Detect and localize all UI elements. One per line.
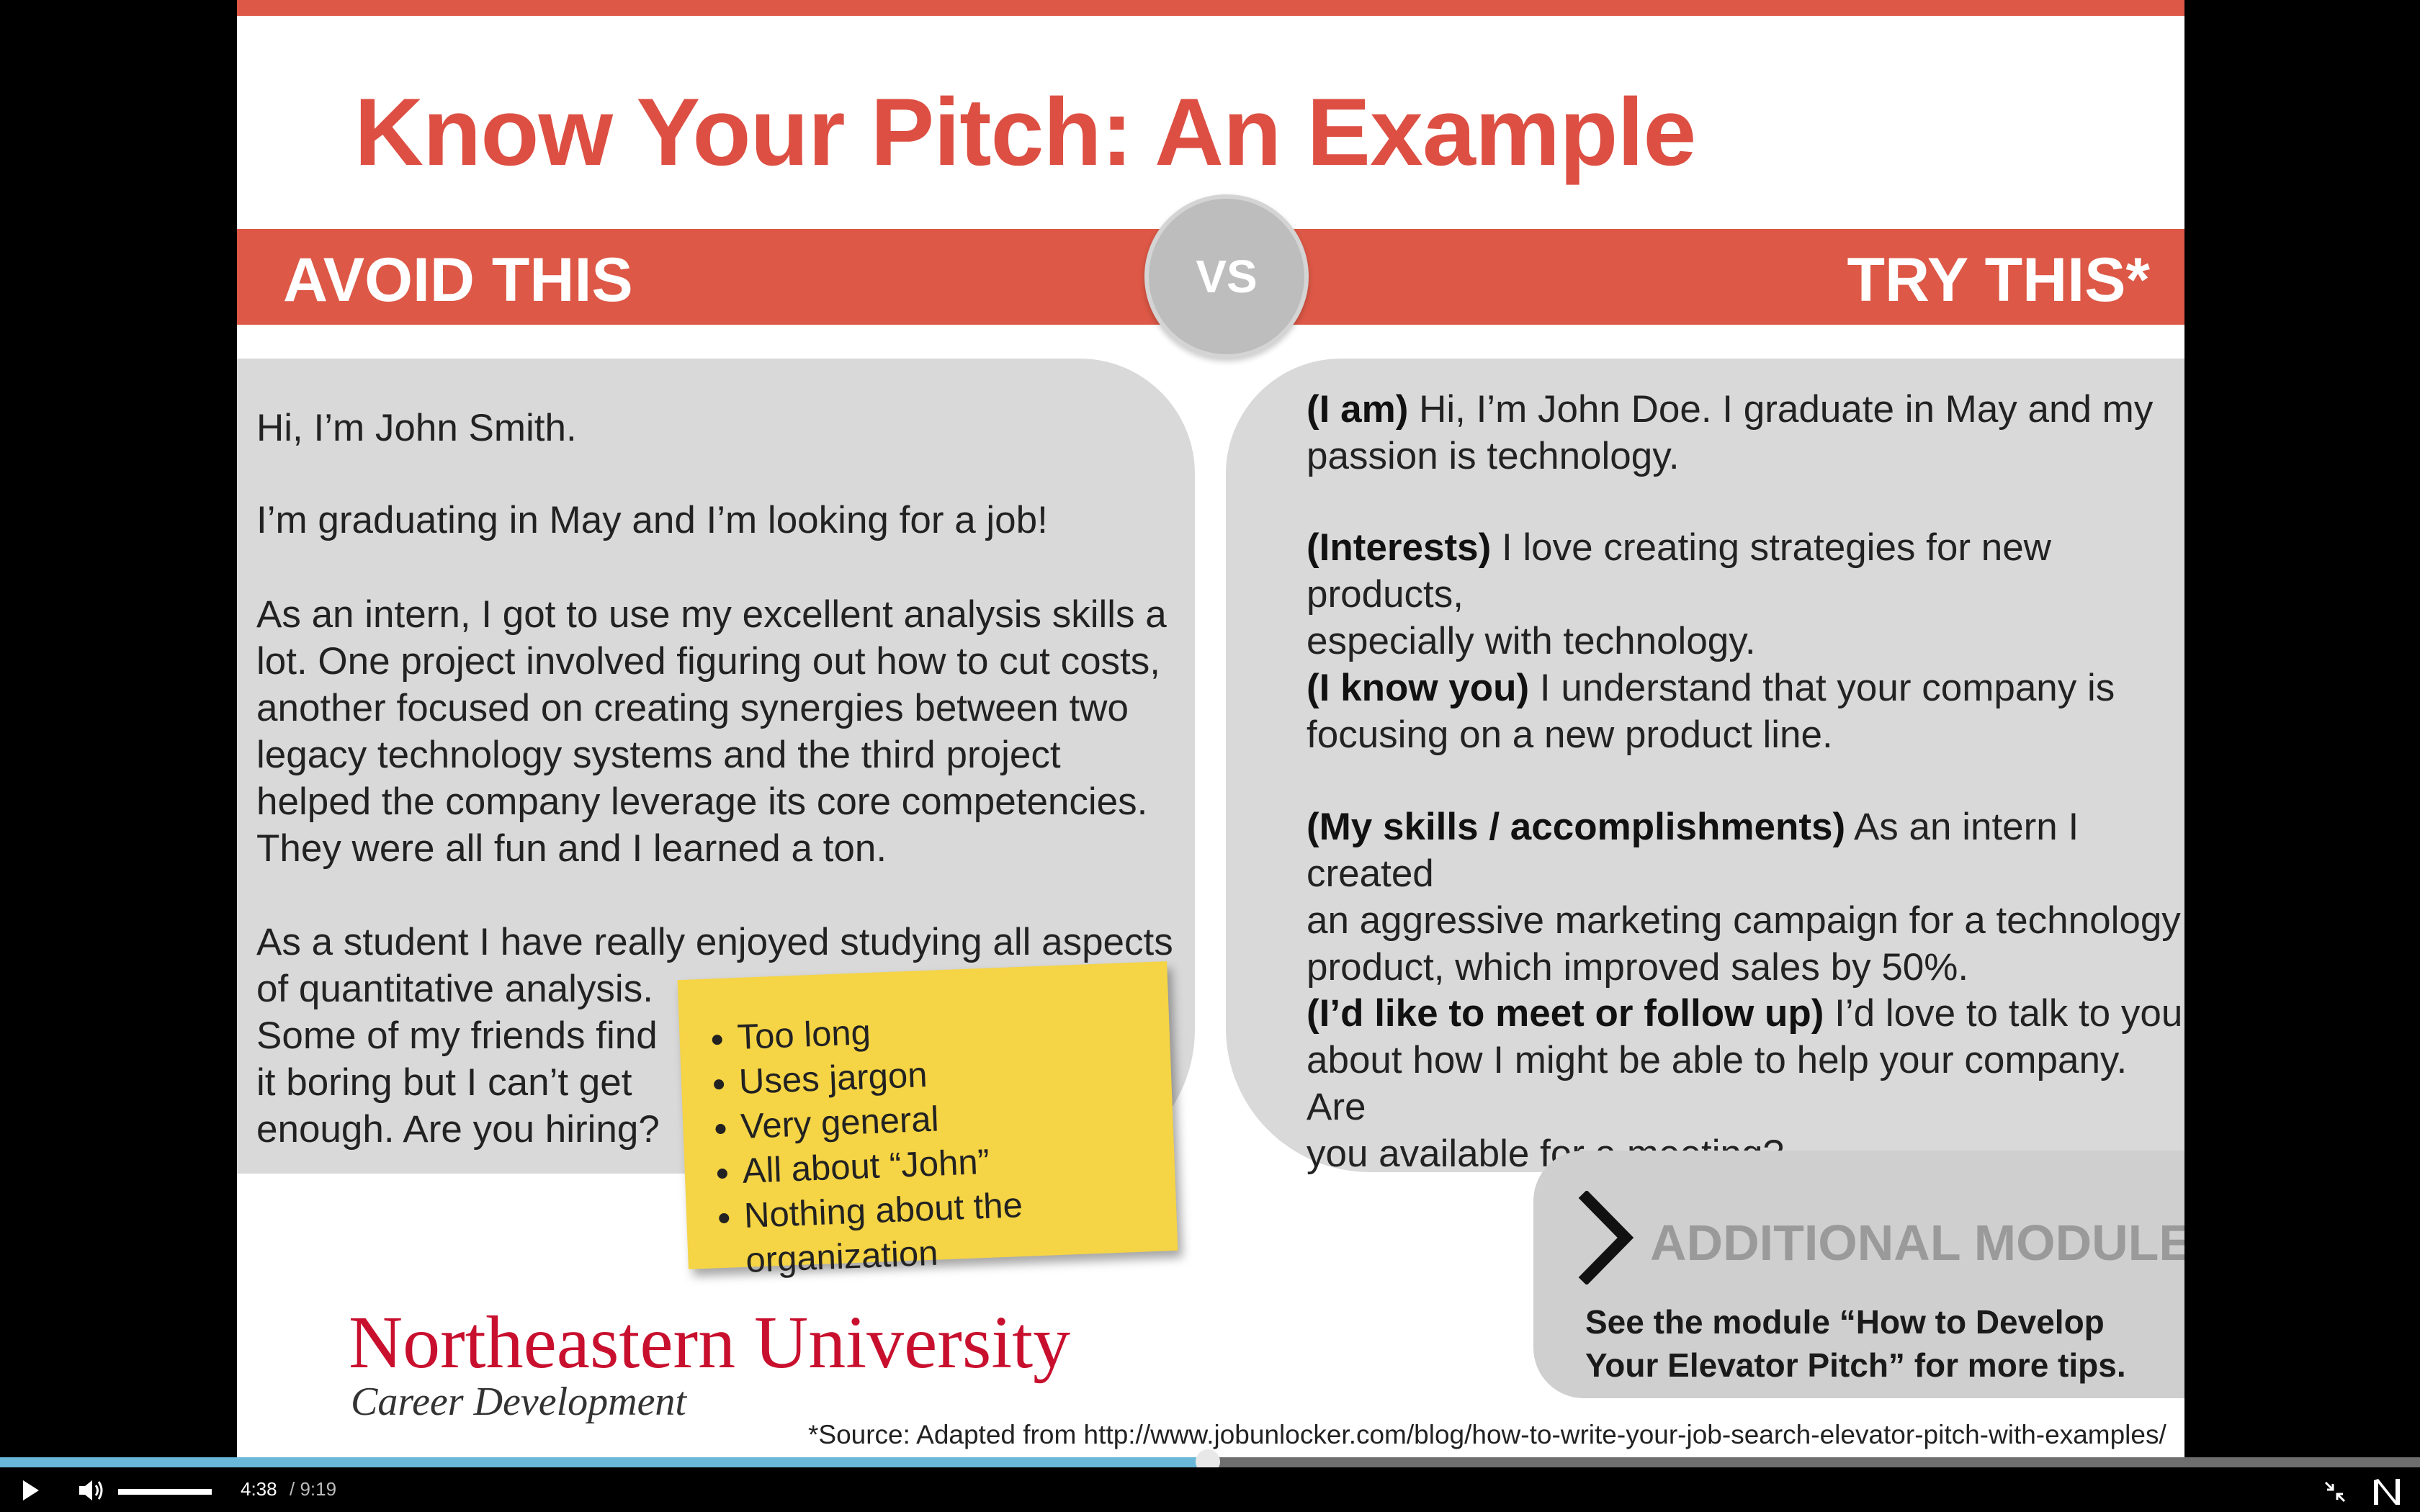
sticky-note: Too long Uses jargon Very general All ab… (677, 961, 1178, 1280)
try-i-am: (I am) Hi, I’m John Doe. I graduate in M… (1307, 388, 2154, 477)
vs-badge: VS (1144, 194, 1309, 359)
slide: Know Your Pitch: An Example AVOID THIS T… (237, 0, 2184, 1457)
try-interests: (Interests) I love creating strategies f… (1307, 526, 2051, 662)
brand-n-button[interactable] (2370, 1475, 2404, 1509)
play-icon (23, 1480, 39, 1500)
player-controls (0, 1467, 2420, 1512)
volume-icon (79, 1480, 103, 1500)
total-time: / 9:19 (290, 1478, 337, 1500)
department-name: Career Development (351, 1380, 686, 1424)
additional-modules-title: ADDITIONAL MODULES (1650, 1215, 2184, 1271)
avoid-intern-paragraph: As an intern, I got to use my excellent … (256, 593, 1167, 870)
try-panel (1226, 359, 2184, 1172)
university-logo-text: Northeastern University (349, 1301, 1071, 1384)
try-i-know-you: (I know you) I understand that your comp… (1307, 667, 2115, 756)
exit-fullscreen-icon (2324, 1481, 2346, 1503)
additional-modules-box: ADDITIONAL MODULES See the module “How t… (1533, 1151, 2184, 1398)
top-stripe (237, 0, 2184, 16)
try-follow-up: (I’d like to meet or follow up) I’d love… (1307, 992, 2183, 1175)
try-skills: (My skills / accomplishments) As an inte… (1307, 806, 2181, 989)
progress-fill (0, 1457, 1208, 1467)
brand-n-icon (2374, 1479, 2400, 1505)
avoid-heading: AVOID THIS (283, 246, 633, 315)
list-item: Nothing about the organization (743, 1177, 1178, 1283)
avoid-graduating: I’m graduating in May and I’m looking fo… (256, 499, 1048, 541)
avoid-student-paragraph: As a student I have really enjoyed study… (256, 921, 1173, 1151)
play-button[interactable] (16, 1476, 45, 1505)
try-heading: TRY THIS* (1847, 246, 2150, 315)
slide-title: Know Your Pitch: An Example (354, 79, 1696, 186)
additional-modules-description: See the module “How to Develop Your Elev… (1585, 1303, 2126, 1384)
volume-slider[interactable] (118, 1489, 212, 1495)
exit-fullscreen-button[interactable] (2321, 1477, 2349, 1506)
current-time: 4:38 (241, 1478, 277, 1500)
chevron-right-icon (1578, 1191, 1634, 1284)
volume-button[interactable] (75, 1476, 109, 1505)
source-citation: *Source: Adapted from http://www.jobunlo… (808, 1420, 2166, 1449)
avoid-greeting: Hi, I’m John Smith. (256, 407, 577, 449)
